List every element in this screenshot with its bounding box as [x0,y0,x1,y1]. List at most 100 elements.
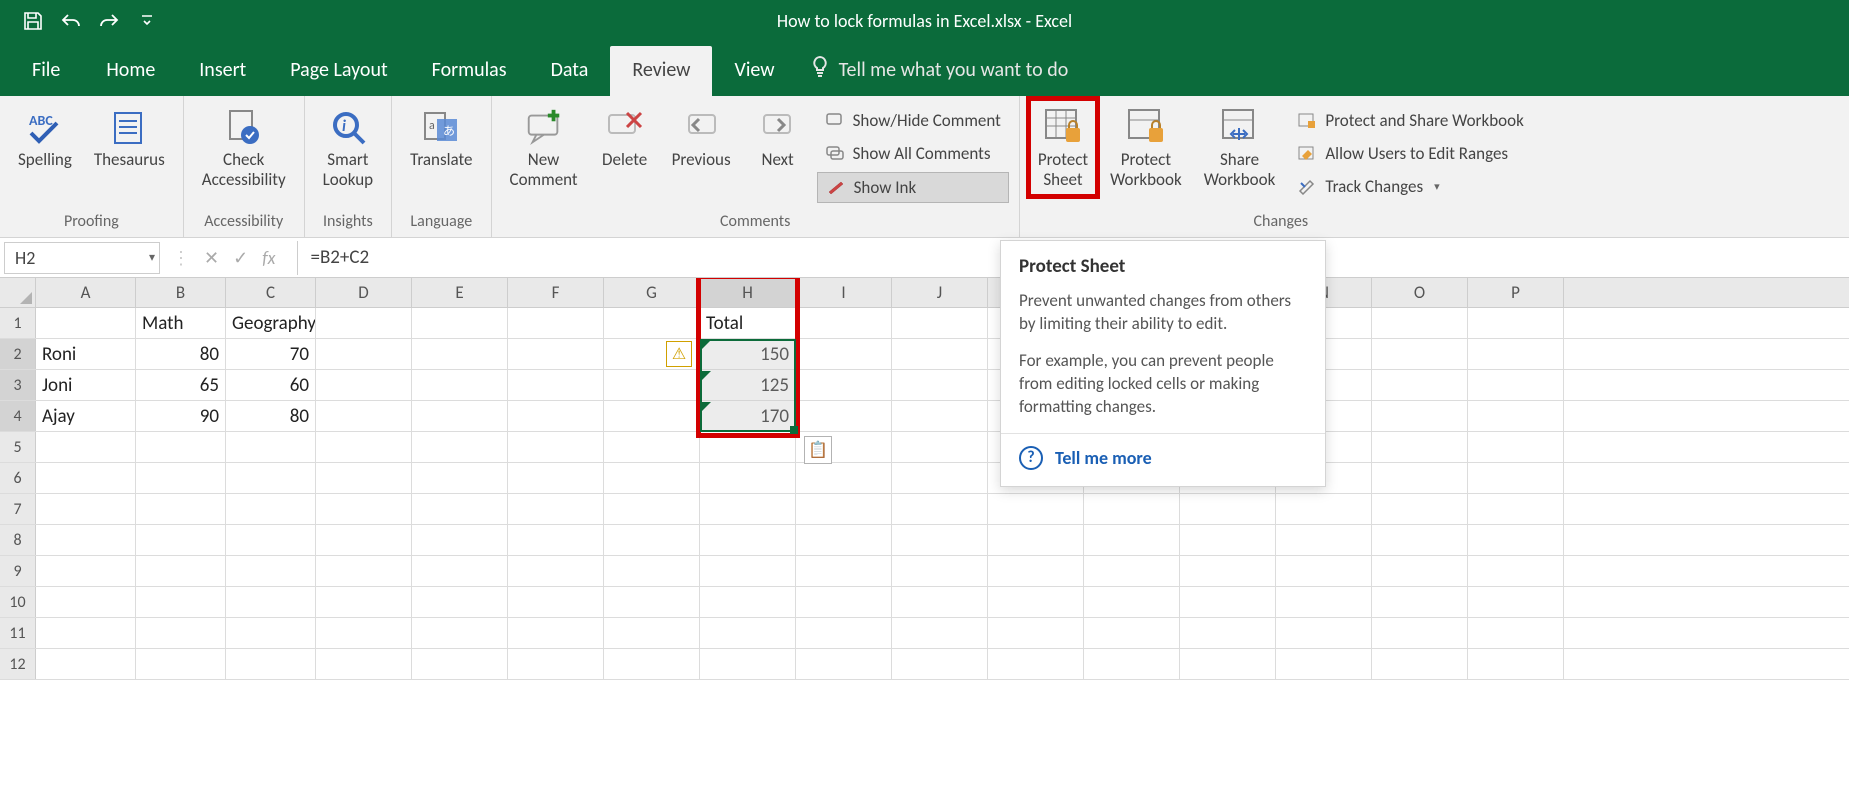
column-header-J[interactable]: J [892,278,988,307]
cell-G11[interactable] [604,618,700,648]
name-box[interactable]: H2▾ [4,242,160,274]
row-header-7[interactable]: 7 [0,494,36,524]
paste-options-icon[interactable]: 📋 [804,436,832,464]
cell-I9[interactable] [796,556,892,586]
cell-M11[interactable] [1180,618,1276,648]
cell-E4[interactable] [412,401,508,431]
column-header-F[interactable]: F [508,278,604,307]
cell-F5[interactable] [508,432,604,462]
cell-E7[interactable] [412,494,508,524]
cell-A5[interactable] [36,432,136,462]
row-header-11[interactable]: 11 [0,618,36,648]
cell-J10[interactable] [892,587,988,617]
cell-L11[interactable] [1084,618,1180,648]
cell-F1[interactable] [508,308,604,338]
tab-file[interactable]: File [18,46,84,96]
row-header-10[interactable]: 10 [0,587,36,617]
cell-P2[interactable] [1468,339,1564,369]
tab-review[interactable]: Review [610,46,712,96]
row-header-5[interactable]: 5 [0,432,36,462]
protect-sheet-button[interactable]: ProtectSheet [1030,102,1096,193]
cell-B5[interactable] [136,432,226,462]
cell-F7[interactable] [508,494,604,524]
translate-button[interactable]: aあ Translate [402,102,480,174]
cell-I3[interactable] [796,370,892,400]
cell-H10[interactable] [700,587,796,617]
cell-M12[interactable] [1180,649,1276,679]
cancel-formula-icon[interactable]: ✕ [204,247,219,269]
cell-P3[interactable] [1468,370,1564,400]
track-changes-button[interactable]: Track Changes▾ [1289,172,1531,201]
cell-A8[interactable] [36,525,136,555]
cell-O4[interactable] [1372,401,1468,431]
cell-G10[interactable] [604,587,700,617]
cell-A12[interactable] [36,649,136,679]
delete-comment-button[interactable]: Delete [592,102,658,174]
cell-O6[interactable] [1372,463,1468,493]
chevron-down-icon[interactable]: ▾ [149,250,155,265]
cell-H6[interactable] [700,463,796,493]
cell-B12[interactable] [136,649,226,679]
qat-customize-icon[interactable] [132,6,162,36]
cell-J3[interactable] [892,370,988,400]
cell-F12[interactable] [508,649,604,679]
cell-B7[interactable] [136,494,226,524]
cell-G3[interactable] [604,370,700,400]
cell-H8[interactable] [700,525,796,555]
cell-J7[interactable] [892,494,988,524]
cell-C7[interactable] [226,494,316,524]
cell-B9[interactable] [136,556,226,586]
cell-O2[interactable] [1372,339,1468,369]
cell-K8[interactable] [988,525,1084,555]
cell-H1[interactable]: Total [700,308,796,338]
cell-D12[interactable] [316,649,412,679]
check-accessibility-button[interactable]: CheckAccessibility [194,102,294,193]
column-header-G[interactable]: G [604,278,700,307]
cell-D6[interactable] [316,463,412,493]
cell-I1[interactable] [796,308,892,338]
cell-J9[interactable] [892,556,988,586]
cell-P8[interactable] [1468,525,1564,555]
tab-home[interactable]: Home [84,46,177,96]
cell-A11[interactable] [36,618,136,648]
show-all-comments-button[interactable]: Show All Comments [817,139,1009,168]
cell-O5[interactable] [1372,432,1468,462]
cell-N9[interactable] [1276,556,1372,586]
select-all-button[interactable] [0,278,36,307]
cell-G5[interactable] [604,432,700,462]
cell-C5[interactable] [226,432,316,462]
cell-A4[interactable]: Ajay [36,401,136,431]
cell-J8[interactable] [892,525,988,555]
cell-J5[interactable] [892,432,988,462]
cell-I7[interactable] [796,494,892,524]
cell-L7[interactable] [1084,494,1180,524]
cell-I10[interactable] [796,587,892,617]
cell-K12[interactable] [988,649,1084,679]
thesaurus-button[interactable]: Thesaurus [86,102,173,174]
cell-J4[interactable] [892,401,988,431]
share-workbook-button[interactable]: ShareWorkbook [1196,102,1284,193]
cell-I2[interactable] [796,339,892,369]
column-header-O[interactable]: O [1372,278,1468,307]
row-header-9[interactable]: 9 [0,556,36,586]
cell-A1[interactable] [36,308,136,338]
tab-view[interactable]: View [712,46,796,96]
tab-formulas[interactable]: Formulas [410,46,529,96]
cell-D11[interactable] [316,618,412,648]
cell-K7[interactable] [988,494,1084,524]
cell-G12[interactable] [604,649,700,679]
cell-P9[interactable] [1468,556,1564,586]
cell-O8[interactable] [1372,525,1468,555]
cell-J1[interactable] [892,308,988,338]
tell-me-more-link[interactable]: ?Tell me more [1019,446,1307,470]
row-header-1[interactable]: 1 [0,308,36,338]
cell-C11[interactable] [226,618,316,648]
cell-H3[interactable]: 125 [700,370,796,400]
cell-C8[interactable] [226,525,316,555]
cell-F3[interactable] [508,370,604,400]
cell-P11[interactable] [1468,618,1564,648]
cell-C1[interactable]: Geography [226,308,316,338]
protect-workbook-button[interactable]: ProtectWorkbook [1102,102,1190,193]
cell-A10[interactable] [36,587,136,617]
cell-B6[interactable] [136,463,226,493]
